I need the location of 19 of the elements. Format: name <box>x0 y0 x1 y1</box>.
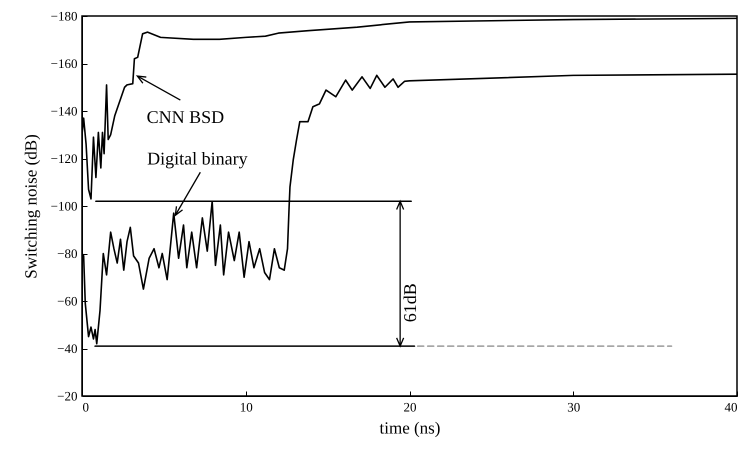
annotation: 61dB <box>400 283 420 322</box>
x-tick-label: 40 <box>724 400 738 414</box>
y-tick-label: −40 <box>57 341 78 356</box>
x-tick-label: 20 <box>404 400 416 414</box>
x-tick-label: 0 <box>82 400 89 414</box>
annotation: Digital binary <box>147 148 248 168</box>
y-tick-label: −60 <box>57 294 78 308</box>
y-tick-label: −160 <box>50 56 78 71</box>
x-axis-title: time (ns) <box>380 418 440 438</box>
x-tick-label: 10 <box>240 400 253 414</box>
y-axis-title: Switching noise (dB) <box>22 134 41 279</box>
y-tick-label: −180 <box>50 8 78 24</box>
y-tick-label: −80 <box>57 246 78 261</box>
y-tick-label: −120 <box>50 151 78 166</box>
y-tick-label: −100 <box>50 198 78 214</box>
y-tick-label: −20 <box>57 388 78 404</box>
annotation: CNN BSD <box>146 107 224 128</box>
x-tick-label: 30 <box>567 400 580 414</box>
y-tick-label: −140 <box>50 104 78 118</box>
